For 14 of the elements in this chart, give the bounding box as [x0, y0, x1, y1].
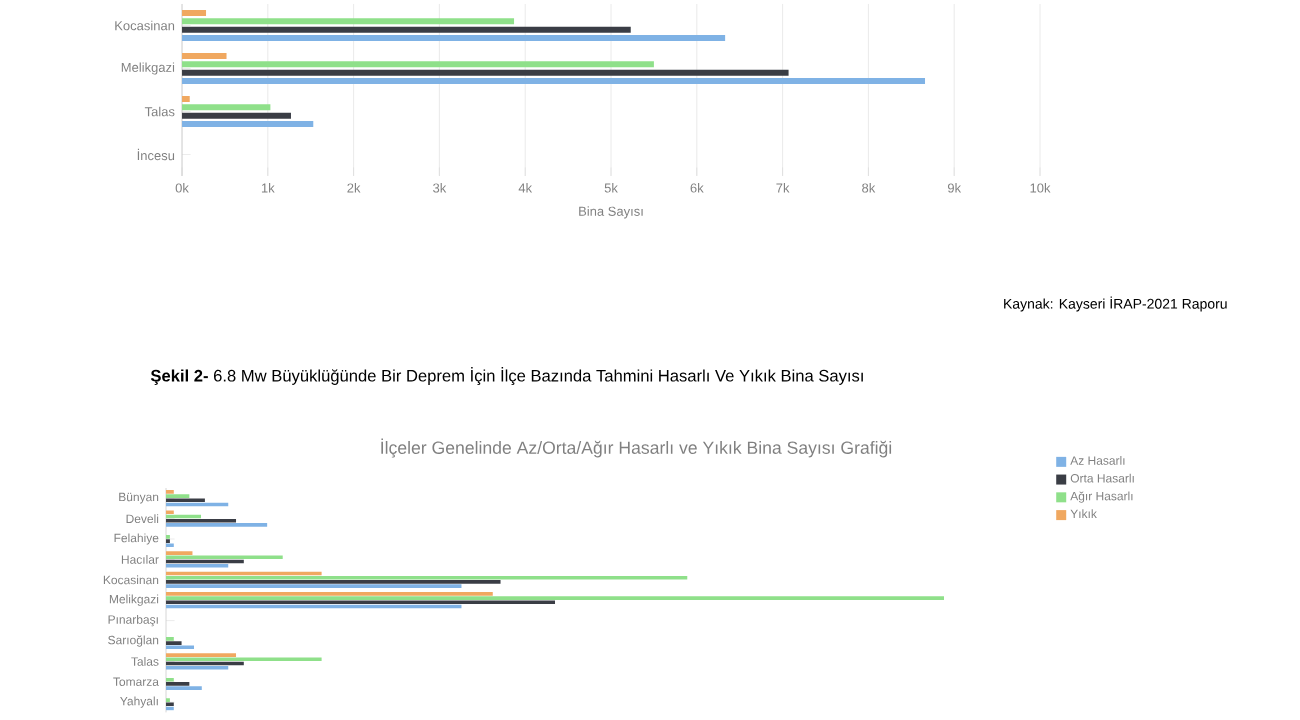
bar [182, 104, 271, 111]
bar [182, 112, 291, 119]
bar [182, 95, 190, 102]
chart-subtitle: İlçeler Genelinde Az/Orta/Ağır Hasarlı ve Yıkık Bina Sayısı Grafiği [381, 438, 892, 458]
bar [182, 35, 726, 42]
bar [182, 69, 789, 76]
bar [182, 78, 926, 85]
bar [182, 9, 207, 16]
bar [182, 52, 227, 59]
bar [182, 121, 314, 128]
bar [182, 61, 654, 68]
chart-title: Şekil 2- 6.8 Mw Büyüklüğünde Bir Deprem İçin İlçe Bazında Tahmini Hasarlı Ve Yıkık Bina Sayısı [150, 367, 863, 385]
bar [182, 26, 631, 33]
bar [182, 18, 515, 25]
